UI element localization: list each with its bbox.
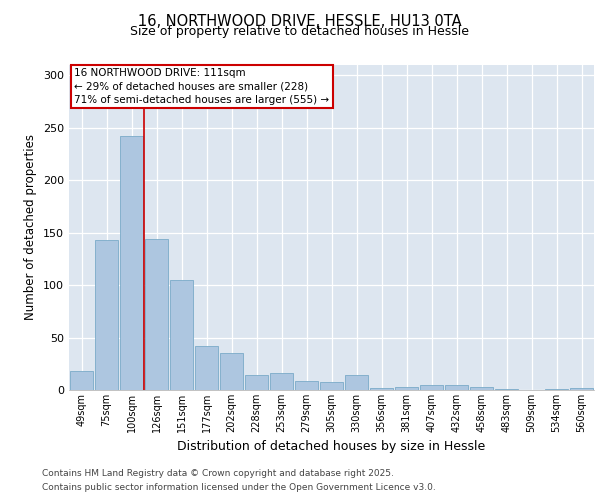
Text: 16, NORTHWOOD DRIVE, HESSLE, HU13 0TA: 16, NORTHWOOD DRIVE, HESSLE, HU13 0TA — [138, 14, 462, 29]
Bar — [220, 354, 243, 390]
Bar — [120, 136, 143, 390]
Bar — [495, 389, 518, 390]
Bar — [445, 385, 468, 390]
Bar — [95, 240, 118, 390]
Text: Contains HM Land Registry data © Crown copyright and database right 2025.: Contains HM Land Registry data © Crown c… — [42, 468, 394, 477]
Text: Size of property relative to detached houses in Hessle: Size of property relative to detached ho… — [131, 25, 470, 38]
Bar — [370, 388, 393, 390]
Bar — [545, 389, 568, 390]
Bar — [170, 280, 193, 390]
Text: 16 NORTHWOOD DRIVE: 111sqm
← 29% of detached houses are smaller (228)
71% of sem: 16 NORTHWOOD DRIVE: 111sqm ← 29% of deta… — [74, 68, 329, 104]
Bar — [145, 239, 168, 390]
Bar — [470, 387, 493, 390]
Bar — [345, 376, 368, 390]
Bar — [570, 388, 593, 390]
Bar — [420, 385, 443, 390]
Y-axis label: Number of detached properties: Number of detached properties — [25, 134, 37, 320]
Bar — [295, 380, 318, 390]
Bar — [270, 373, 293, 390]
Bar — [245, 376, 268, 390]
Bar — [395, 387, 418, 390]
X-axis label: Distribution of detached houses by size in Hessle: Distribution of detached houses by size … — [178, 440, 485, 454]
Bar — [70, 371, 93, 390]
Bar — [320, 382, 343, 390]
Bar — [195, 346, 218, 390]
Text: Contains public sector information licensed under the Open Government Licence v3: Contains public sector information licen… — [42, 484, 436, 492]
